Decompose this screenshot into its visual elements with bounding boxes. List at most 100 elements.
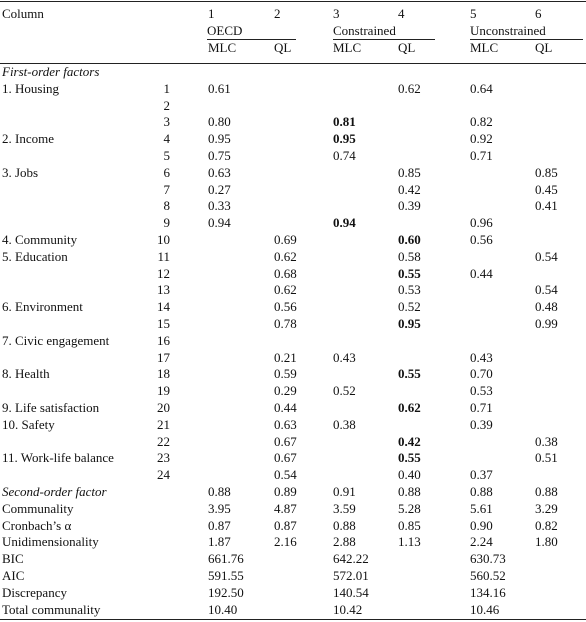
cell-value: 0.67 bbox=[274, 433, 297, 449]
cell-value: 0.58 bbox=[398, 248, 421, 264]
cell-value: 591.55 bbox=[208, 568, 244, 583]
cell-value: 3.95 bbox=[208, 500, 231, 516]
cell-value: 0.21 bbox=[274, 349, 297, 365]
group-rule bbox=[470, 39, 583, 40]
item-number: 22 bbox=[157, 433, 170, 449]
cell-value: 3.59 bbox=[333, 500, 356, 516]
cell-value: 0.82 bbox=[470, 114, 493, 130]
row-label: Total communality bbox=[2, 601, 101, 617]
cell-value: 0.61 bbox=[208, 80, 231, 96]
row-label: Communality bbox=[2, 500, 74, 516]
cell-value: 0.92 bbox=[470, 131, 493, 147]
item-number: 16 bbox=[157, 332, 170, 348]
cell-value: 0.39 bbox=[470, 416, 493, 432]
subhead: QL bbox=[535, 40, 553, 55]
cell-value: 0.89 bbox=[274, 484, 297, 499]
cell-value: 0.90 bbox=[470, 517, 493, 533]
row-label: 2. Income bbox=[2, 131, 54, 147]
cell-value: 0.85 bbox=[535, 164, 558, 180]
item-number: 5 bbox=[163, 148, 171, 163]
cell-value: 0.54 bbox=[274, 467, 297, 483]
cell-value: 0.87 bbox=[208, 517, 231, 533]
cell-value: 0.96 bbox=[470, 215, 493, 231]
cell-value: 0.71 bbox=[470, 148, 493, 163]
item-number: 24 bbox=[157, 467, 170, 483]
cell-value: 0.68 bbox=[274, 265, 297, 281]
cell-value: 0.55 bbox=[398, 265, 421, 281]
cell-value: 0.41 bbox=[535, 198, 558, 214]
group-label: Unconstrained bbox=[470, 23, 546, 38]
section-label: First-order factors bbox=[2, 64, 100, 79]
cell-value: 0.60 bbox=[398, 232, 421, 247]
item-number: 13 bbox=[157, 282, 170, 298]
cell-value: 0.70 bbox=[470, 366, 493, 382]
cell-value: 5.61 bbox=[470, 500, 493, 516]
cell-value: 0.88 bbox=[398, 484, 421, 499]
cell-value: 2.88 bbox=[333, 534, 356, 550]
row-label: 8. Health bbox=[2, 366, 50, 382]
item-number: 10 bbox=[157, 232, 170, 247]
item-number: 9 bbox=[163, 215, 171, 231]
cell-value: 0.62 bbox=[398, 80, 421, 96]
subhead: QL bbox=[274, 40, 292, 55]
column-number: 5 bbox=[470, 6, 477, 21]
cell-value: 0.38 bbox=[535, 433, 558, 449]
item-number: 11 bbox=[157, 248, 170, 264]
cell-value: 0.82 bbox=[535, 517, 558, 533]
column-number: 3 bbox=[333, 6, 340, 21]
group-label: Constrained bbox=[333, 23, 396, 38]
item-number: 12 bbox=[157, 265, 170, 281]
cell-value: 0.64 bbox=[470, 80, 493, 96]
subhead: MLC bbox=[208, 40, 237, 55]
column-header: Column bbox=[2, 6, 44, 21]
cell-value: 661.76 bbox=[208, 551, 244, 567]
row-label: 5. Education bbox=[2, 248, 68, 264]
item-number: 20 bbox=[157, 400, 170, 415]
cell-value: 0.43 bbox=[470, 349, 493, 365]
row-label: 7. Civic engagement bbox=[2, 332, 110, 348]
cell-value: 0.71 bbox=[470, 400, 493, 415]
row-label: 1. Housing bbox=[2, 80, 60, 96]
cell-value: 4.87 bbox=[274, 500, 297, 516]
row-label: 4. Community bbox=[2, 232, 78, 247]
cell-value: 0.44 bbox=[470, 265, 493, 281]
item-number: 1 bbox=[163, 80, 171, 96]
cell-value: 0.81 bbox=[333, 114, 356, 130]
row-label: 6. Environment bbox=[2, 299, 83, 315]
section-label: Second-order factor bbox=[2, 484, 107, 499]
cell-value: 0.67 bbox=[274, 450, 297, 466]
cell-value: 0.85 bbox=[398, 164, 421, 180]
cell-value: 642.22 bbox=[333, 551, 369, 567]
subhead: MLC bbox=[333, 40, 362, 55]
cell-value: 5.28 bbox=[398, 500, 421, 516]
bottom-rule bbox=[0, 619, 586, 620]
cell-value: 2.16 bbox=[274, 534, 297, 550]
cell-value: 0.51 bbox=[535, 450, 558, 466]
item-number: 18 bbox=[157, 366, 170, 382]
cell-value: 0.56 bbox=[274, 299, 297, 315]
cell-value: 0.63 bbox=[208, 164, 231, 180]
cell-value: 0.63 bbox=[274, 416, 297, 432]
cell-value: 0.74 bbox=[333, 148, 356, 163]
cell-value: 0.94 bbox=[208, 215, 231, 231]
row-label: Cronbach’s α bbox=[2, 517, 72, 533]
cell-value: 10.40 bbox=[208, 601, 238, 617]
cell-value: 0.85 bbox=[398, 517, 421, 533]
row-label: Unidimensionality bbox=[2, 534, 99, 550]
cell-value: 0.55 bbox=[398, 366, 421, 382]
cell-value: 0.43 bbox=[333, 349, 356, 365]
cell-value: 0.62 bbox=[274, 282, 297, 298]
subhead: MLC bbox=[470, 40, 499, 55]
cell-value: 0.42 bbox=[398, 181, 421, 197]
column-number: 4 bbox=[398, 6, 405, 21]
cell-value: 0.39 bbox=[398, 198, 421, 214]
cell-value: 0.87 bbox=[274, 517, 297, 533]
item-number: 3 bbox=[163, 114, 171, 130]
cell-value: 0.44 bbox=[274, 400, 297, 415]
cell-value: 0.95 bbox=[333, 131, 356, 147]
cell-value: 630.73 bbox=[470, 551, 506, 567]
cell-value: 572.01 bbox=[333, 568, 369, 583]
cell-value: 140.54 bbox=[333, 584, 369, 600]
cell-value: 0.54 bbox=[535, 248, 558, 264]
